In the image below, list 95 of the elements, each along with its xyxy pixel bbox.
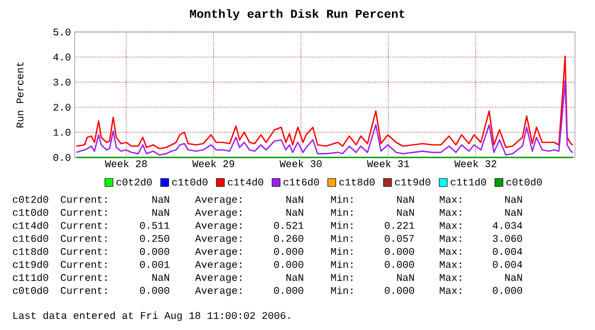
- text: NaN: [505, 196, 522, 204]
- text: Current:: [60, 287, 107, 294]
- legend-label: c1t4d0: [228, 178, 264, 186]
- y-tick-label: 2.0: [54, 104, 70, 111]
- y-tick-label: 5.0: [53, 28, 70, 36]
- text: 0.000: [274, 287, 304, 294]
- line-series: [76, 80, 574, 156]
- text: c1t1d0: [12, 274, 48, 282]
- text: 0.004: [492, 248, 522, 256]
- text: 0.000: [274, 261, 304, 268]
- text: 3.060: [492, 235, 522, 242]
- text: NaN: [152, 274, 170, 282]
- text: 0.260: [274, 235, 304, 242]
- text: NaN: [152, 209, 170, 216]
- text: 0.521: [274, 222, 304, 230]
- text: Min:: [331, 274, 352, 282]
- chart-title: Monthly earth Disk Run Percent: [190, 9, 404, 21]
- text: NaN: [505, 209, 522, 216]
- text: Average:: [195, 248, 242, 258]
- text: Average:: [195, 274, 242, 284]
- text: Last data entered at Fri Aug 18 11:00:02 2006.: [13, 312, 290, 322]
- text: NaN: [152, 196, 170, 204]
- text: NaN: [286, 209, 304, 216]
- text: 0.221: [384, 222, 414, 230]
- text: Current:: [60, 196, 107, 204]
- legend-label: c1t0d0: [172, 178, 208, 186]
- x-tick-label: Week 28: [104, 160, 147, 168]
- text: NaN: [397, 274, 414, 282]
- text: Average:: [195, 222, 242, 232]
- legend-label: c1t6d0: [284, 178, 319, 186]
- text: 0.250: [140, 235, 170, 242]
- text: NaN: [505, 274, 522, 282]
- legend-label: c1t8d0: [339, 178, 375, 186]
- text: Current:: [60, 222, 107, 230]
- legend-label: c1t1d0: [450, 178, 486, 186]
- text: Max:: [440, 274, 462, 282]
- text: Current:: [60, 261, 107, 268]
- text: c1t0d0: [12, 208, 48, 216]
- text: 0.000: [384, 287, 414, 294]
- text: c1t8d0: [12, 248, 48, 256]
- text: Average:: [195, 209, 242, 218]
- text: Max:: [440, 209, 462, 216]
- x-tick-label: Week 29: [192, 160, 234, 168]
- text: c0t2d0: [12, 196, 48, 204]
- text: Min:: [331, 286, 352, 294]
- text: Current:: [60, 209, 107, 216]
- text: c1t6d0: [12, 234, 48, 242]
- text: Max:: [440, 235, 462, 242]
- text: Min:: [331, 208, 352, 216]
- text: NaN: [286, 196, 304, 204]
- text: 0.001: [140, 261, 170, 268]
- y-tick-label: 4.0: [53, 54, 70, 61]
- text: Average:: [195, 196, 242, 206]
- x-tick-label: Week 31: [367, 160, 410, 168]
- text: Max:: [440, 287, 462, 294]
- text: Current:: [60, 274, 107, 282]
- text: 0.000: [384, 261, 414, 268]
- y-axis-title: Run Percent: [16, 62, 24, 128]
- text: Max:: [440, 222, 462, 230]
- text: 0.000: [140, 287, 170, 294]
- text: 0.000: [274, 248, 304, 256]
- y-tick-label: 3.0: [53, 78, 70, 86]
- text: 0.000: [140, 248, 170, 256]
- text: Min:: [331, 222, 352, 230]
- text: Current:: [60, 235, 107, 242]
- text: Average:: [195, 235, 242, 244]
- text: c0t0d0: [12, 286, 48, 294]
- text: 0.000: [384, 248, 414, 256]
- text: Average:: [195, 287, 242, 296]
- text: Average:: [195, 261, 242, 270]
- text: Min:: [331, 260, 352, 268]
- legend-label: c0t0d0: [506, 178, 542, 186]
- text: Current:: [60, 248, 107, 256]
- text: Min:: [331, 196, 352, 204]
- text: Max:: [440, 248, 462, 256]
- text: Max:: [440, 261, 462, 268]
- x-tick-label: Week 30: [280, 160, 322, 168]
- legend-label: c0t2d0: [116, 178, 152, 186]
- text: 0.000: [492, 287, 522, 294]
- text: NaN: [397, 196, 414, 204]
- text: NaN: [397, 209, 414, 216]
- y-tick-label: 1.0: [54, 129, 70, 136]
- legend-label: c1t9d0: [395, 178, 430, 186]
- x-tick-label: Week 32: [454, 160, 496, 168]
- text: 0.511: [140, 222, 170, 230]
- text: NaN: [286, 274, 304, 282]
- y-tick-label: 0.0: [53, 154, 70, 162]
- text: c1t9d0: [12, 260, 48, 268]
- text: 0.004: [492, 261, 522, 268]
- text: c1t4d0: [12, 222, 48, 230]
- text: Min:: [331, 248, 352, 256]
- text: Min:: [331, 234, 352, 242]
- text: 4.034: [492, 222, 522, 230]
- text: Max:: [440, 196, 462, 204]
- text: 0.057: [384, 235, 414, 242]
